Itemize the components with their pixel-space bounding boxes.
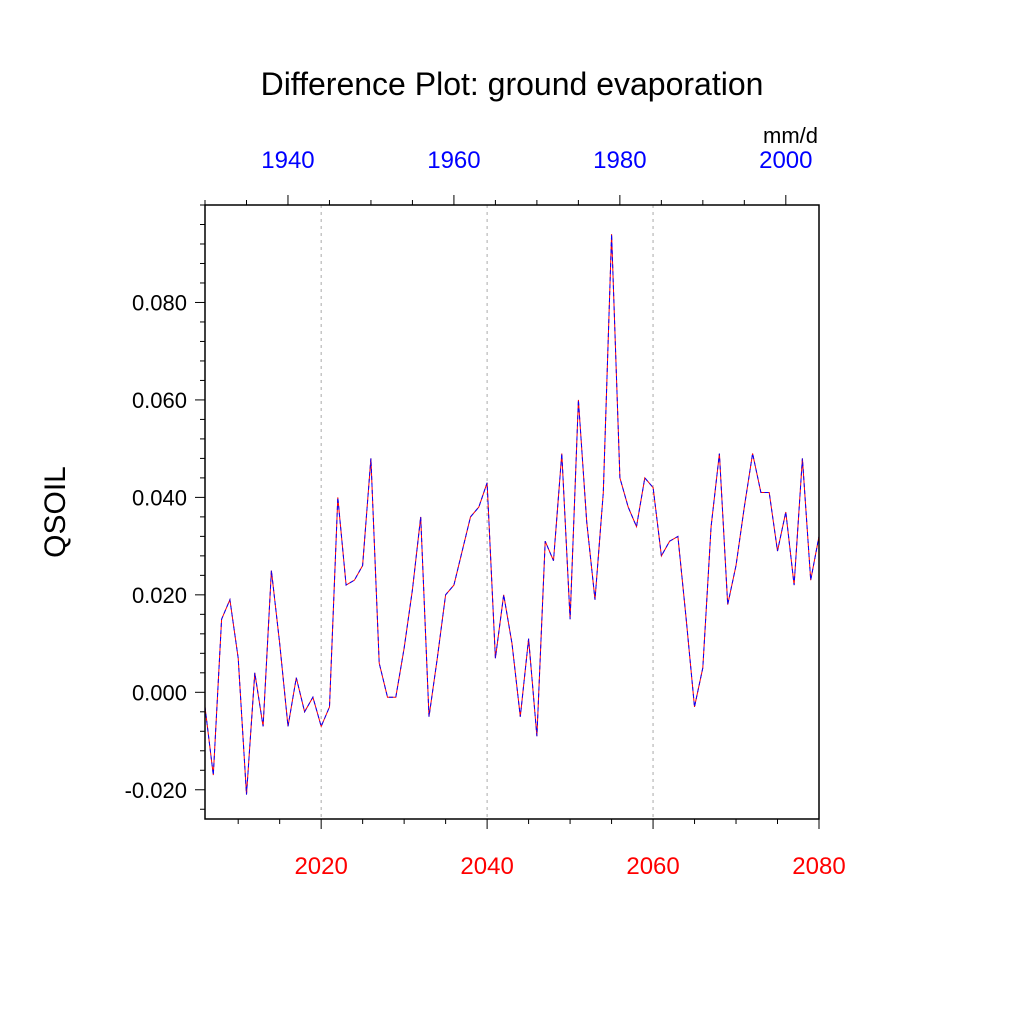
x-top-tick-label: 1980: [593, 147, 646, 174]
x-top-tick-label: 2000: [759, 147, 812, 174]
x-bottom-tick-label: 2080: [792, 853, 845, 880]
series-line-red: [204, 234, 820, 795]
x-bottom-tick-label: 2020: [294, 853, 347, 880]
chart-title: Difference Plot: ground evaporation: [261, 66, 764, 102]
units-label: mm/d: [763, 123, 818, 148]
axis-ticks: [195, 195, 820, 829]
x-top-tick-label: 1940: [261, 147, 314, 174]
x-bottom-tick-label: 2060: [626, 853, 679, 880]
series-line-blue: [204, 234, 820, 795]
y-axis-label: QSOIL: [39, 466, 72, 558]
y-tick-label: 0.080: [132, 290, 187, 315]
y-tick-label: 0.040: [132, 485, 187, 510]
gridlines: [320, 205, 654, 819]
plot-frame: [204, 204, 820, 820]
series-lines: [204, 234, 820, 795]
x-bottom-tick-label: 2040: [460, 853, 513, 880]
y-tick-label: 0.000: [132, 680, 187, 705]
x-top-tick-label: 1960: [427, 147, 480, 174]
tick-labels: -0.020 0.000 0.020 0.040 0.060 0.080 2020 2040 2…: [125, 147, 846, 880]
y-tick-label: 0.060: [132, 388, 187, 413]
y-tick-label: -0.020: [125, 778, 187, 803]
y-tick-label: 0.020: [132, 583, 187, 608]
